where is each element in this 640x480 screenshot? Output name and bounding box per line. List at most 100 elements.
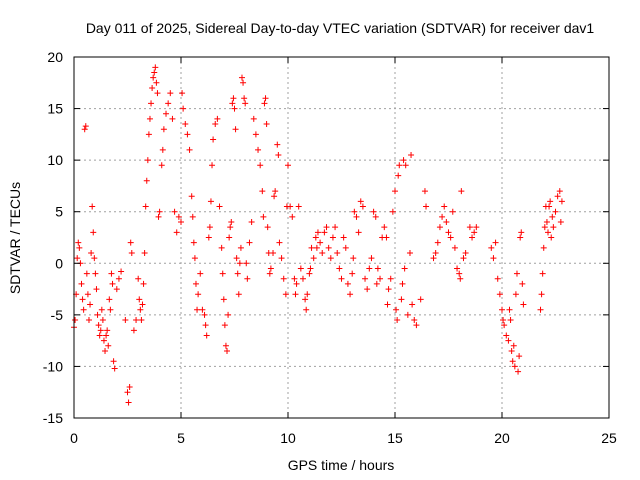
data-point — [224, 347, 231, 354]
data-point — [238, 74, 245, 81]
data-point — [552, 208, 559, 215]
data-point — [160, 126, 167, 133]
ticks — [73, 56, 610, 419]
data-point — [385, 286, 392, 293]
data-point — [303, 306, 310, 313]
data-point — [549, 213, 556, 220]
data-point — [516, 353, 523, 360]
data-point — [304, 291, 311, 298]
data-point — [103, 332, 110, 339]
data-point — [133, 317, 140, 324]
data-point — [520, 301, 527, 308]
y-tick-label: 5 — [55, 204, 63, 220]
data-point — [436, 224, 443, 231]
data-point — [505, 337, 512, 344]
data-point — [92, 270, 99, 277]
data-point — [93, 286, 100, 293]
data-point — [519, 280, 526, 287]
data-point — [400, 157, 407, 164]
data-point — [506, 306, 513, 313]
y-tick-label: -5 — [51, 307, 64, 323]
data-point — [210, 136, 217, 143]
data-point — [332, 224, 339, 231]
data-point — [515, 368, 522, 375]
x-tick-label: 10 — [280, 430, 296, 446]
data-point — [135, 275, 142, 282]
data-point — [214, 115, 221, 122]
data-point — [159, 146, 166, 153]
data-point — [395, 172, 402, 179]
data-point — [230, 95, 237, 102]
data-point — [454, 265, 461, 272]
data-point — [353, 213, 360, 220]
data-point — [148, 100, 155, 107]
data-point — [235, 291, 242, 298]
data-point — [466, 224, 473, 231]
data-point — [274, 141, 281, 148]
data-point — [137, 306, 144, 313]
data-point — [334, 249, 341, 256]
data-point — [411, 317, 418, 324]
data-point — [445, 229, 452, 236]
data-point — [325, 244, 332, 251]
y-tick-label: -15 — [43, 410, 63, 426]
data-point — [188, 193, 195, 200]
data-point — [392, 188, 398, 195]
data-point — [275, 151, 282, 158]
data-point — [443, 219, 450, 226]
data-point — [189, 213, 196, 220]
data-point — [141, 249, 148, 256]
data-point — [91, 255, 98, 262]
data-point — [537, 306, 544, 313]
data-point — [314, 229, 321, 236]
data-point — [306, 270, 313, 277]
data-point — [321, 229, 328, 236]
data-point — [547, 198, 554, 205]
data-point — [179, 90, 186, 97]
data-point — [130, 327, 137, 334]
data-point — [84, 291, 91, 298]
data-point — [257, 162, 264, 169]
data-point — [292, 291, 299, 298]
data-point — [393, 306, 400, 313]
data-point — [499, 306, 505, 313]
data-point — [146, 115, 153, 122]
data-point — [460, 255, 467, 262]
data-point — [99, 317, 106, 324]
data-point — [336, 265, 343, 272]
data-point — [199, 306, 206, 313]
data-point — [192, 280, 199, 287]
data-point — [473, 224, 480, 231]
data-point — [144, 157, 151, 164]
data-point — [398, 296, 405, 303]
data-point — [87, 301, 94, 308]
data-point — [263, 121, 270, 128]
data-point — [558, 198, 565, 205]
data-point — [540, 244, 547, 251]
data-point — [490, 255, 497, 262]
data-point — [194, 306, 201, 313]
data-point — [76, 244, 83, 251]
data-point — [266, 270, 273, 277]
data-point — [107, 306, 114, 313]
y-tick-label: 20 — [47, 49, 63, 65]
data-point — [206, 224, 213, 231]
data-point — [261, 100, 268, 107]
data-point — [78, 280, 85, 287]
data-point — [218, 244, 225, 251]
plot-frame — [73, 56, 610, 419]
data-point — [289, 213, 296, 220]
data-point — [282, 291, 289, 298]
x-tick-label: 20 — [494, 430, 510, 446]
data-point — [413, 322, 420, 329]
data-point — [307, 265, 314, 272]
data-point — [364, 286, 371, 293]
data-point — [109, 280, 116, 287]
data-point — [100, 337, 107, 344]
data-point — [432, 249, 439, 256]
data-point — [285, 162, 291, 169]
data-point — [340, 234, 347, 241]
data-point — [546, 203, 553, 210]
data-point — [205, 234, 212, 241]
